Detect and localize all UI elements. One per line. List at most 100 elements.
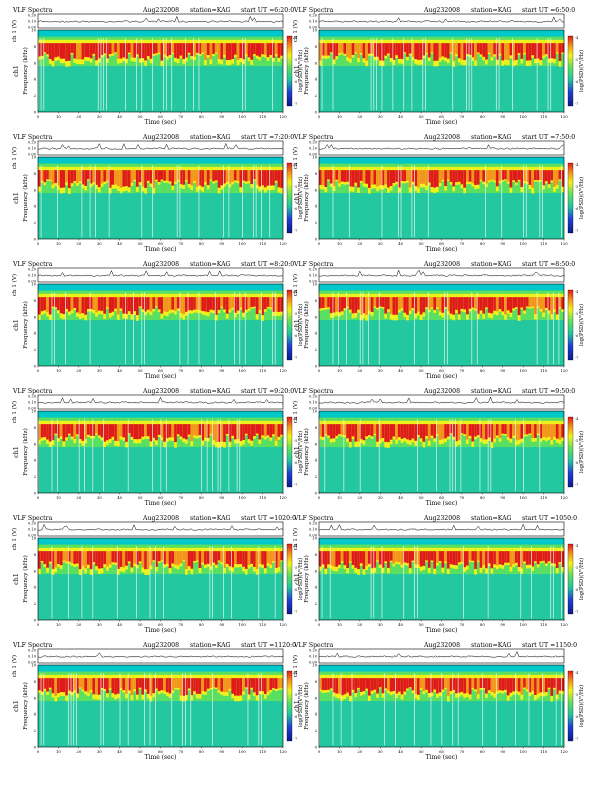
frequency-axis-label: Frequency (kHz) [22, 301, 29, 349]
spectrogram-cell [209, 678, 213, 688]
spectrogram-cell [520, 297, 524, 308]
spectrogram-cell [182, 297, 186, 315]
spectrogram-cell [73, 43, 77, 59]
spectrogram-cell [155, 424, 158, 441]
spectrogram-cell [392, 424, 396, 437]
spectrogram-cell [255, 43, 259, 56]
spectrogram-cell [389, 297, 393, 315]
sferic-streak [490, 419, 492, 492]
spectrogram-cell [430, 424, 434, 436]
sferic-streak [73, 673, 75, 746]
spectrogram-cell [155, 43, 158, 54]
spectrogram-cell [411, 170, 415, 182]
amplitude-trace [37, 15, 284, 23]
spectrogram-cell [193, 43, 197, 57]
spectrogram-cell [495, 43, 499, 60]
colorbar-label: log(PSD)(V²/Hz) [578, 431, 585, 473]
spectrogram-cell [84, 678, 88, 692]
spectrogram-cell [346, 43, 350, 58]
amp-tick-label: 0.00 [309, 534, 318, 538]
freq-tick-label: 0 [315, 364, 318, 369]
colorbar-tick-label: -6 [575, 80, 578, 84]
sferic-streak [553, 546, 554, 619]
panel-date: Aug232008 [423, 7, 460, 14]
spectrogram-cell [138, 43, 142, 59]
colorbar-tick-label: -5 [294, 312, 297, 316]
amplitude-trace [37, 270, 284, 277]
spectrogram-cell [234, 297, 237, 313]
spectrogram-cell [368, 170, 371, 188]
spectrogram-cell [152, 678, 156, 694]
time-tick-label: 0 [318, 241, 321, 246]
spectrogram-cell [406, 170, 410, 181]
spectrogram-cell [54, 424, 58, 434]
amplitude-frame [37, 394, 284, 410]
spectrogram-cell [46, 551, 50, 568]
sferic-streak [244, 292, 246, 365]
spectrogram-cell [542, 424, 546, 437]
spectrogram-cell [195, 170, 199, 187]
spectrogram-cell [146, 43, 150, 56]
freq-tick-label: 0 [315, 745, 318, 750]
spectrogram-cell [487, 551, 491, 564]
time-tick-label: 30 [97, 114, 102, 119]
spectrogram-cell [168, 678, 172, 694]
spectrogram-cell [515, 297, 518, 308]
colorbar-tick-label: -6 [294, 715, 297, 719]
spectrogram-cell [247, 170, 251, 182]
spectrogram-cell [403, 170, 407, 182]
sferic-streak [144, 673, 145, 746]
sferic-streak [476, 292, 478, 365]
spectrogram-cell [359, 678, 363, 692]
sferic-streak [100, 38, 102, 111]
spectrogram-cell [460, 424, 464, 434]
spectrogram-cell [319, 297, 322, 309]
spectrogram-cell [263, 551, 267, 569]
sferic-streak [520, 546, 522, 619]
sferic-streak [43, 38, 45, 111]
spectrogram-cell [78, 297, 82, 314]
sferic-streak [274, 292, 276, 365]
spectrogram-cell [43, 424, 47, 437]
spectrogram-cell [277, 551, 281, 568]
amp-tick-label: 0.00 [309, 26, 318, 30]
spectrogram-cell [157, 297, 161, 310]
panel-station: station=KAG [190, 388, 231, 395]
sferic-streak [515, 673, 516, 746]
spectrogram-cell [531, 551, 535, 567]
spectrogram-cell [509, 424, 513, 439]
spectrogram-cell [550, 43, 554, 59]
amp-tick-label: 0.20 [28, 522, 37, 526]
spectrogram-cell [501, 297, 505, 312]
sferic-streak [193, 38, 194, 111]
spectrogram-cell [225, 43, 229, 60]
spectrogram-cell [438, 424, 442, 440]
spectrogram-cell [370, 297, 374, 313]
spectrogram-cell [471, 424, 475, 442]
colorbar-tick-label: -7 [575, 610, 578, 614]
spectrogram-cell [504, 678, 508, 690]
spectrogram-cell [280, 424, 284, 435]
spectrogram-cell [163, 170, 167, 181]
spectrogram-cell [433, 424, 437, 439]
spectrogram-cell [452, 678, 456, 690]
spectrogram-cell [362, 297, 366, 314]
colorbar-tick-label: -5 [294, 58, 297, 62]
spectrogram-cell [362, 551, 366, 570]
spectrogram-cell [441, 170, 445, 180]
spectrogram-cell [122, 424, 126, 438]
spectrogram-cell [274, 170, 278, 181]
time-tick-label: 60 [158, 495, 163, 500]
panel-station: station=KAG [190, 134, 231, 141]
spectrogram-cell [561, 297, 565, 310]
spectrogram-cell [280, 551, 284, 561]
freq-tick-label: 8 [315, 44, 318, 49]
spectrogram-cell [444, 43, 448, 58]
time-tick-label: 100 [520, 622, 528, 627]
spectrogram-cell [417, 297, 420, 312]
spectrogram-cell [395, 170, 399, 182]
spectrogram-cell [78, 551, 82, 570]
spectrogram-cell [81, 678, 85, 690]
spectrogram-cell [171, 297, 175, 310]
sferic-streak [411, 165, 413, 238]
